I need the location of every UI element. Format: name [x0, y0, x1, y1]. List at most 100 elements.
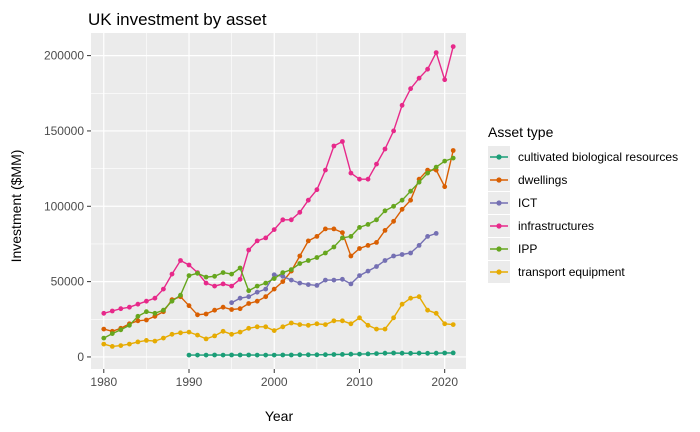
y-tick-label: 200000 — [44, 49, 84, 63]
data-point — [357, 351, 362, 357]
data-point — [365, 322, 371, 328]
data-point — [357, 246, 362, 251]
data-point — [374, 161, 379, 167]
data-point — [271, 286, 277, 292]
data-point — [297, 280, 303, 286]
data-point — [297, 209, 303, 215]
series-cultivated-biological-resources — [186, 350, 456, 358]
data-point — [399, 350, 405, 356]
data-point — [442, 350, 448, 356]
data-point — [348, 351, 354, 357]
x-tick-label: 2010 — [346, 375, 373, 389]
data-point — [297, 253, 303, 259]
legend-label: cultivated biological resources — [518, 150, 678, 164]
data-point — [254, 352, 260, 358]
data-point — [450, 148, 456, 153]
data-point — [357, 315, 362, 321]
data-point — [144, 298, 149, 304]
data-point — [433, 350, 439, 356]
data-point — [374, 217, 379, 223]
data-point — [220, 352, 226, 358]
data-point — [348, 170, 354, 176]
data-point — [271, 328, 277, 333]
x-axis: 1980 1990 2000 2010 2020 — [90, 369, 458, 389]
data-point — [305, 322, 311, 328]
data-point — [195, 352, 200, 358]
data-point — [280, 324, 286, 330]
data-point — [203, 280, 209, 286]
data-point — [280, 279, 286, 284]
data-point — [382, 146, 388, 152]
data-point — [323, 322, 328, 327]
y-tick-label: 100000 — [44, 199, 84, 213]
data-point — [348, 234, 354, 239]
data-point — [186, 303, 192, 309]
data-point — [425, 66, 430, 72]
data-point — [229, 300, 235, 306]
legend-label: dwellings — [518, 173, 567, 187]
data-point — [399, 252, 405, 257]
data-point — [212, 273, 218, 279]
data-point — [152, 295, 158, 301]
data-point — [314, 321, 320, 327]
data-point — [203, 274, 209, 280]
data-point — [408, 197, 413, 203]
x-axis-title: Year — [265, 408, 294, 424]
data-point — [212, 333, 218, 339]
data-point — [348, 281, 354, 287]
data-point — [237, 276, 243, 282]
data-point — [416, 75, 422, 81]
data-point — [254, 298, 260, 304]
x-tick-label: 1990 — [176, 375, 203, 389]
data-point — [203, 336, 209, 342]
data-point — [442, 321, 448, 327]
data-point — [220, 281, 226, 287]
data-point — [126, 341, 132, 347]
data-point — [305, 197, 311, 203]
data-point — [280, 352, 286, 358]
data-point — [399, 206, 405, 212]
data-point — [348, 321, 354, 327]
data-point — [144, 338, 149, 343]
data-point — [408, 188, 413, 194]
data-point — [152, 310, 158, 316]
data-point — [297, 322, 303, 327]
data-point — [382, 258, 388, 263]
data-point — [246, 247, 252, 253]
data-point — [425, 350, 430, 356]
y-axis-title: Investment ($MM) — [8, 150, 24, 263]
data-point — [118, 343, 124, 348]
data-point — [382, 208, 388, 214]
legend-key-point — [496, 200, 502, 206]
data-point — [365, 243, 371, 248]
data-point — [399, 197, 405, 203]
data-point — [288, 217, 294, 223]
data-point — [433, 231, 439, 236]
data-point — [450, 350, 456, 356]
data-point — [195, 270, 200, 276]
data-point — [271, 272, 277, 278]
data-point — [271, 352, 277, 358]
legend-key-point — [496, 246, 502, 252]
data-point — [382, 326, 388, 332]
data-point — [323, 167, 328, 173]
data-point — [323, 250, 328, 256]
data-point — [416, 243, 422, 248]
data-point — [340, 352, 345, 357]
data-point — [340, 276, 345, 282]
data-point — [323, 352, 328, 358]
data-point — [391, 218, 396, 224]
data-point — [229, 307, 235, 312]
data-point — [161, 307, 166, 313]
data-point — [314, 283, 320, 288]
data-point — [169, 271, 175, 277]
data-point — [433, 50, 439, 55]
data-point — [109, 308, 115, 314]
data-point — [416, 179, 422, 185]
legend-key-point — [496, 177, 502, 183]
data-point — [212, 352, 218, 358]
series-ipp — [101, 155, 456, 341]
data-point — [263, 235, 269, 241]
data-point — [374, 351, 379, 356]
data-point — [399, 301, 405, 307]
